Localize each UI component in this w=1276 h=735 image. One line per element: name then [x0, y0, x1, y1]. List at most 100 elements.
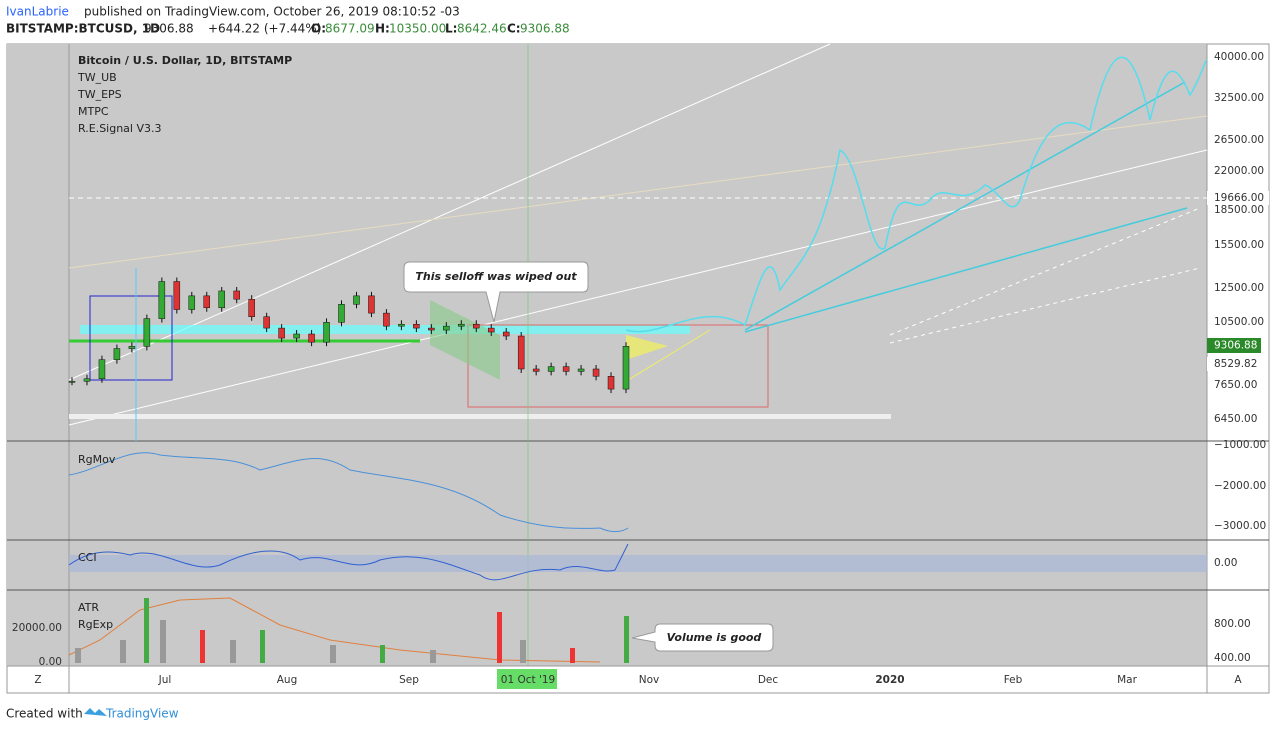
- candle: [338, 304, 345, 323]
- pane-label: ATR: [78, 601, 99, 614]
- candle: [293, 333, 300, 339]
- axis-label: −2000.00: [1214, 480, 1266, 492]
- o: 8677.09: [325, 22, 375, 36]
- pane-label: RgExp: [78, 618, 113, 631]
- candle: [473, 323, 480, 329]
- price-tick-label: 26500.00: [1214, 134, 1264, 146]
- candle: [158, 281, 166, 319]
- h: 10350.00: [389, 22, 446, 36]
- candle: [443, 325, 450, 331]
- label-box: [1207, 191, 1269, 205]
- axis-label: 400.00: [1214, 652, 1251, 664]
- candle: [428, 327, 435, 331]
- price-axis: 40000.00 32500.00 26500.00 22000.00 18500.00…: [1214, 51, 1264, 425]
- candle: [413, 323, 420, 329]
- label-box: [1207, 357, 1261, 371]
- candle: [83, 378, 91, 382]
- price-tick-label: 32500.00: [1214, 92, 1264, 104]
- candle: [173, 281, 181, 310]
- time-tick-label: Dec: [758, 674, 779, 686]
- symbol: BITSTAMP:BTCUSD, 1D: [6, 22, 160, 36]
- l-label: L:: [445, 22, 457, 36]
- axis-label: 0.00: [39, 656, 62, 668]
- annotation: This selloff was wiped out: [415, 270, 577, 283]
- time-axis: Jul Aug Sep 01 Oct '19 Nov Dec 2020 Feb Mar: [158, 674, 1138, 686]
- axis-label: 0.00: [1214, 557, 1237, 569]
- button[interactable]: Z: [34, 674, 41, 686]
- axis-label: −3000.00: [1214, 520, 1266, 532]
- last: 9306.88: [144, 22, 194, 36]
- candle: [622, 346, 630, 390]
- candle: [263, 316, 270, 329]
- candle: [577, 368, 585, 372]
- candle: [203, 295, 211, 309]
- time-tick-label: 2020: [875, 674, 904, 686]
- price-label: 19666.00: [1214, 192, 1264, 204]
- l: 8642.46: [457, 22, 507, 36]
- callout: [403, 261, 589, 323]
- button[interactable]: A: [1234, 674, 1242, 686]
- price-label: 8529.82: [1214, 358, 1257, 370]
- c: 9306.88: [520, 22, 570, 36]
- plot-bg: [7, 44, 1207, 666]
- candle: [458, 323, 465, 327]
- candle: [323, 322, 330, 343]
- candle: [592, 368, 600, 377]
- candle: [368, 295, 375, 314]
- drawings: [68, 43, 1208, 689]
- axis-label: −1000.00: [1214, 439, 1266, 451]
- author[interactable]: IvanLabrie: [6, 5, 69, 19]
- time-tick-label: Mar: [1117, 674, 1137, 686]
- price-tick-label: 15500.00: [1214, 239, 1264, 251]
- time-tick-label: Aug: [277, 674, 298, 686]
- price-tick-label: 10500.00: [1214, 316, 1264, 328]
- price-tick-label: 6450.00: [1214, 413, 1257, 425]
- candle: [128, 346, 136, 349]
- candle: [532, 368, 540, 372]
- price-tick-label: 22000.00: [1214, 165, 1264, 177]
- legend-item: TW_UB: [77, 71, 117, 84]
- axis-label: 20000.00: [12, 622, 62, 634]
- price-tick-label: 18500.00: [1214, 204, 1264, 216]
- brand[interactable]: TradingView: [105, 707, 179, 721]
- axis-label: 800.00: [1214, 618, 1251, 630]
- candle: [278, 327, 285, 339]
- legend-item: R.E.Signal V3.3: [78, 122, 162, 135]
- o-label: O:: [311, 22, 326, 36]
- candle: [98, 359, 106, 380]
- candle: [218, 290, 225, 309]
- time-tick-label: Jul: [158, 674, 172, 686]
- price-tick-label: 12500.00: [1214, 282, 1264, 294]
- candle: [308, 333, 315, 343]
- c-label: C:: [507, 22, 521, 36]
- candle: [398, 323, 405, 327]
- candle: [562, 366, 570, 372]
- candle: [233, 290, 240, 300]
- annotation: Volume is good: [667, 631, 762, 644]
- legend: Bitcoin / U.S. Dollar, 1D, BITSTAMP TW_UB…: [77, 54, 292, 135]
- label-box: [1207, 338, 1261, 353]
- candle: [607, 376, 615, 390]
- time-tick-label: Feb: [1004, 674, 1023, 686]
- pane-label: CCI: [78, 551, 97, 564]
- logo: [84, 708, 107, 716]
- footer-text: Created with: [6, 707, 83, 721]
- legend-item: TW_EPS: [77, 88, 122, 101]
- candle: [248, 298, 255, 318]
- pane-label: RgMov: [78, 453, 116, 466]
- candle: [188, 295, 196, 310]
- candle: [547, 366, 555, 372]
- legend-item: MTPC: [78, 105, 109, 118]
- time-tick-label: Nov: [639, 674, 660, 686]
- price-label: 9306.88: [1214, 340, 1257, 352]
- candle: [353, 295, 360, 305]
- candle: [68, 381, 76, 383]
- candles: [68, 277, 630, 394]
- legend-item: Bitcoin / U.S. Dollar, 1D, BITSTAMP: [78, 54, 292, 67]
- candle: [487, 327, 495, 333]
- price-tick-label: 7650.00: [1214, 379, 1257, 391]
- time-tick-label: Sep: [399, 674, 419, 686]
- candle: [517, 335, 525, 370]
- candle: [502, 331, 510, 337]
